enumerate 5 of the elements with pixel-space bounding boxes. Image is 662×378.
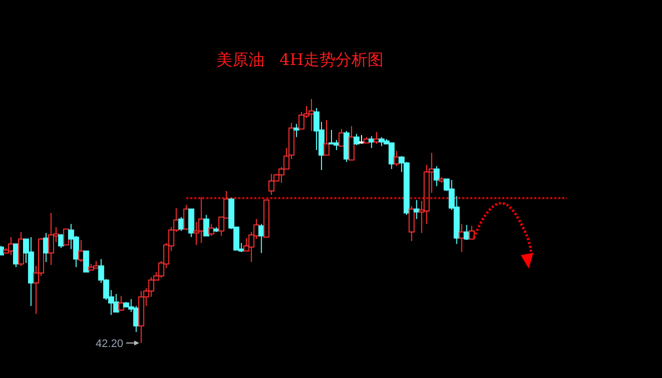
candlestick <box>193 221 200 246</box>
candlestick <box>414 200 420 220</box>
annotation: 42.20 <box>96 338 124 350</box>
chart-title: 美原油 4H走势分析图 <box>216 50 384 69</box>
candlestick <box>458 223 465 252</box>
